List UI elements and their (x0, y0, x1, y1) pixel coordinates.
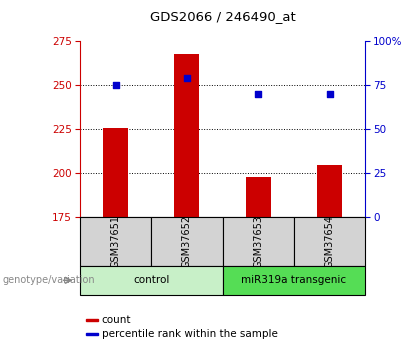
Text: control: control (133, 275, 169, 285)
Text: GSM37652: GSM37652 (182, 215, 192, 268)
Point (112, 82, 119, 88)
Text: GSM37651: GSM37651 (110, 215, 121, 268)
Text: GSM37653: GSM37653 (253, 215, 263, 268)
Bar (223, 217, 294, 266)
Text: GSM37654: GSM37654 (325, 215, 335, 268)
Bar (86, 318, 98, 321)
Bar (223, 266, 365, 295)
Bar (317, 165, 342, 217)
Point (184, 76, 190, 81)
Bar (103, 128, 128, 217)
Bar (151, 217, 223, 266)
Text: GDS2066 / 246490_at: GDS2066 / 246490_at (150, 10, 296, 23)
Bar (294, 217, 365, 266)
Bar (246, 177, 271, 217)
Text: genotype/variation: genotype/variation (2, 275, 95, 285)
Bar (80, 217, 151, 266)
Text: percentile rank within the sample: percentile rank within the sample (102, 329, 277, 339)
Text: miR319a transgenic: miR319a transgenic (241, 275, 346, 285)
Bar (80, 266, 223, 295)
Point (255, 91, 262, 97)
Bar (86, 333, 98, 335)
Bar (174, 54, 199, 217)
Point (326, 91, 333, 97)
Text: count: count (102, 315, 131, 325)
